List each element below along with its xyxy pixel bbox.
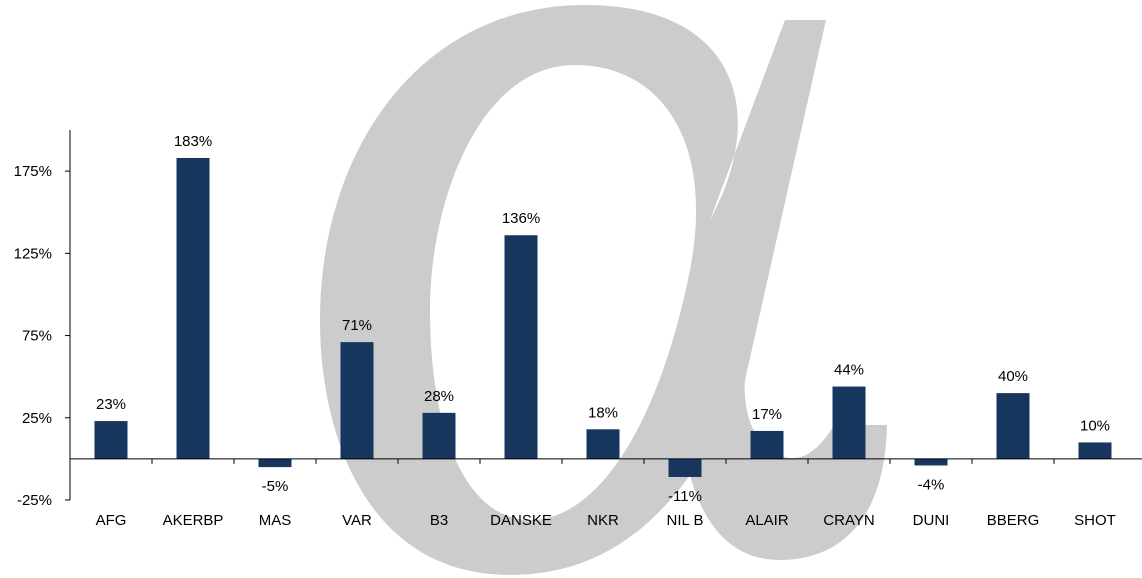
data-labels: 23% 183% -5% 71% 28% 136% 18% -11% 17% 44% -4% 40% 1… bbox=[96, 133, 1110, 505]
data-label: 18% bbox=[588, 404, 618, 421]
x-category-label: DANSKE bbox=[490, 512, 552, 529]
x-category-label: DUNI bbox=[913, 512, 950, 529]
axes bbox=[69, 130, 1142, 500]
y-tick-label: 125% bbox=[14, 245, 52, 262]
x-category-label: ALAIR bbox=[745, 512, 789, 529]
bar bbox=[914, 458, 948, 466]
data-label: 23% bbox=[96, 396, 126, 413]
bar bbox=[586, 429, 620, 459]
y-tick-label: 175% bbox=[14, 163, 52, 180]
x-category-label: NKR bbox=[587, 512, 619, 529]
bar bbox=[176, 157, 210, 459]
data-label: 28% bbox=[424, 388, 454, 405]
data-label: -5% bbox=[262, 478, 289, 495]
y-tick-label: 25% bbox=[22, 410, 52, 427]
y-axis-ticks: -25% 25% 75% 125% 175% bbox=[14, 163, 70, 509]
x-category-label: VAR bbox=[342, 512, 372, 529]
bar bbox=[94, 421, 128, 459]
x-category-label: B3 bbox=[430, 512, 448, 529]
bar bbox=[832, 386, 866, 459]
data-label: 44% bbox=[834, 362, 864, 379]
x-category-label: CRAYN bbox=[823, 512, 874, 529]
bar bbox=[996, 393, 1030, 459]
data-label: -4% bbox=[918, 476, 945, 493]
x-category-label: AFG bbox=[96, 512, 127, 529]
y-tick-label: 75% bbox=[22, 328, 52, 345]
y-tick-label: -25% bbox=[17, 492, 52, 509]
data-label: 183% bbox=[174, 133, 212, 150]
data-label: -11% bbox=[668, 488, 702, 505]
x-category-label: MAS bbox=[259, 512, 292, 529]
bars bbox=[94, 157, 1112, 477]
bar bbox=[504, 235, 538, 459]
data-label: 136% bbox=[502, 210, 540, 227]
bar bbox=[258, 458, 292, 468]
bar bbox=[668, 458, 702, 477]
x-category-label: BBERG bbox=[987, 512, 1040, 529]
alpha-watermark-logo bbox=[320, 5, 887, 575]
data-label: 10% bbox=[1080, 417, 1110, 434]
bar bbox=[750, 430, 784, 459]
data-label: 17% bbox=[752, 406, 782, 423]
x-category-label: AKERBP bbox=[163, 512, 224, 529]
data-label: 40% bbox=[998, 368, 1028, 385]
bar bbox=[1078, 442, 1112, 459]
data-label: 71% bbox=[342, 317, 372, 334]
bar bbox=[422, 412, 456, 459]
x-axis-categories: AFG AKERBP MAS VAR B3 DANSKE NKR NIL B ALAIR CRAY… bbox=[96, 512, 1116, 529]
bar bbox=[340, 342, 374, 459]
x-category-label: SHOT bbox=[1074, 512, 1116, 529]
x-category-label: NIL B bbox=[667, 512, 704, 529]
